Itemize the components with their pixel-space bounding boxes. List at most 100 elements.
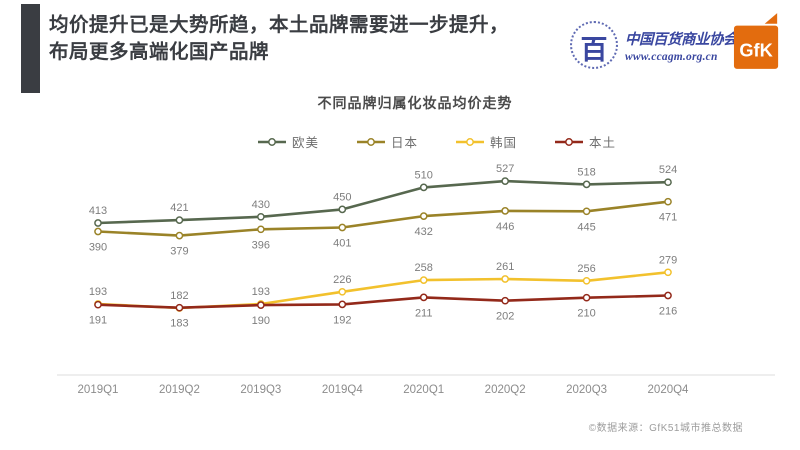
value-label: 210 [577, 308, 595, 320]
value-label: 261 [496, 261, 514, 273]
data-point [582, 293, 591, 302]
value-label: 193 [252, 286, 270, 298]
value-label: 279 [659, 254, 677, 266]
x-tick-label: 2019Q3 [240, 384, 281, 396]
series-line-欧美 [97, 179, 669, 225]
legend-marker-icon [357, 137, 386, 146]
data-point [582, 207, 591, 216]
data-point [419, 212, 428, 220]
legend-marker-icon [258, 137, 286, 146]
page-title: 均价提升已是大势所趋，本土品牌需要进一步提升， 布局更多高端化国产品牌 [49, 12, 569, 66]
data-point [175, 303, 184, 312]
x-tick-label: 2020Q3 [566, 384, 607, 396]
data-point [94, 219, 102, 227]
legend-label: 日本 [391, 136, 419, 150]
data-point [582, 180, 591, 189]
data-point [419, 293, 428, 302]
series-line-日本 [97, 200, 669, 237]
data-point [501, 177, 509, 185]
value-label: 191 [89, 315, 107, 327]
value-label: 193 [89, 286, 107, 298]
x-tick-label: 2019Q4 [322, 384, 364, 396]
chart-legend: 欧美 日本 韩国 本土 [258, 132, 616, 151]
data-point [257, 212, 265, 221]
page-title-line2: 布局更多高端化国产品牌 [49, 41, 270, 63]
value-label: 226 [333, 274, 351, 286]
data-point [419, 183, 428, 192]
value-label: 190 [252, 315, 270, 327]
x-tick-label: 2019Q1 [78, 384, 119, 396]
x-tick-label: 2020Q2 [485, 384, 526, 396]
value-label: 258 [415, 262, 433, 274]
page-title-line1: 均价提升已是大势所趋，本土品牌需要进一步提升， [49, 14, 510, 36]
x-tick-label: 2020Q4 [648, 384, 690, 396]
logo-area: 百 中国百货商业协会 www.ccagm.org.cn [570, 14, 782, 76]
data-point [338, 287, 347, 296]
legend-marker-icon [456, 137, 485, 146]
data-point [257, 301, 265, 309]
value-label: 211 [415, 307, 433, 319]
ccagm-seal-icon: 百 [570, 21, 618, 69]
value-label: 445 [577, 221, 595, 233]
value-label: 432 [415, 226, 433, 238]
value-label: 202 [496, 311, 514, 323]
value-label: 446 [496, 221, 514, 233]
value-label: 192 [333, 314, 351, 326]
value-label: 518 [577, 166, 595, 178]
data-point [501, 207, 509, 215]
data-point [94, 227, 102, 236]
data-point [338, 300, 347, 309]
data-point [664, 268, 672, 277]
legend-item-欧美: 欧美 [258, 132, 319, 151]
value-label: 413 [89, 205, 107, 217]
data-point [664, 178, 672, 187]
chart-title: 不同品牌归属化妆品均价走势 [317, 97, 513, 112]
data-point [501, 275, 509, 283]
value-label: 182 [170, 290, 188, 302]
value-label: 510 [415, 169, 433, 181]
value-label: 390 [89, 242, 107, 254]
x-tick-label: 2019Q2 [159, 384, 200, 396]
value-label: 471 [659, 212, 677, 224]
gfk-logo-icon: GfK [733, 13, 779, 69]
legend-label: 欧美 [292, 136, 320, 150]
value-label: 379 [170, 246, 188, 258]
value-label: 401 [333, 238, 351, 250]
legend-item-韩国: 韩国 [456, 132, 517, 151]
legend-item-本土: 本土 [555, 132, 616, 151]
gfk-label: GfK [739, 39, 772, 60]
legend-label: 韩国 [490, 136, 518, 150]
value-label: 450 [333, 191, 351, 203]
data-point [664, 291, 672, 300]
value-label: 216 [659, 306, 677, 318]
value-label: 527 [496, 163, 514, 175]
ccagm-logo: 百 中国百货商业协会 www.ccagm.org.cn [570, 21, 738, 69]
data-point [175, 216, 184, 224]
data-point [501, 296, 509, 305]
data-point [94, 300, 102, 309]
value-label: 430 [252, 199, 270, 211]
ccagm-name: 中国百货商业协会 [625, 31, 738, 48]
data-point [419, 276, 428, 284]
data-point [338, 223, 347, 232]
legend-marker-icon [555, 137, 584, 146]
data-point [257, 225, 265, 234]
ccagm-url: www.ccagm.org.cn [625, 50, 718, 63]
value-label: 524 [659, 164, 677, 176]
series-line-本土 [97, 294, 669, 310]
data-point [175, 231, 184, 240]
legend-label: 本土 [589, 136, 617, 150]
data-point [338, 205, 347, 214]
x-tick-label: 2020Q1 [403, 384, 444, 396]
value-label: 183 [170, 318, 188, 330]
data-point [664, 197, 672, 206]
value-label: 421 [170, 202, 188, 214]
legend-item-日本: 日本 [357, 132, 418, 151]
title-accent-bar [21, 4, 40, 93]
value-label: 396 [252, 239, 270, 251]
value-label: 256 [577, 263, 595, 275]
data-point [582, 276, 591, 285]
data-source-note: ©数据来源：GfK51城市推总数据 [588, 423, 743, 434]
